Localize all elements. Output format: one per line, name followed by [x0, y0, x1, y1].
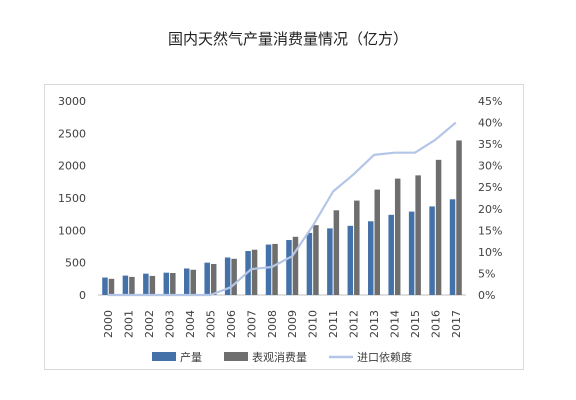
- bar-consumption: [149, 275, 156, 295]
- bar-consumption: [231, 258, 237, 295]
- bar-consumption: [394, 178, 401, 295]
- legend-label[interactable]: 进口依赖度: [357, 350, 412, 364]
- y-left-tick-label: 2000: [58, 160, 86, 173]
- y-right-tick-label: 20%: [478, 203, 502, 216]
- y-right-tick-label: 35%: [478, 138, 502, 151]
- x-tick-label: 2013: [368, 310, 381, 338]
- legend-label[interactable]: 表观消费量: [252, 350, 307, 364]
- x-tick-label: 2007: [245, 310, 258, 338]
- chart-frame: [44, 84, 524, 370]
- bar-production: [347, 225, 354, 295]
- bar-consumption: [354, 200, 360, 295]
- bar-consumption: [210, 263, 217, 295]
- bar-consumption: [190, 269, 196, 295]
- bar-production: [286, 240, 292, 295]
- bar-consumption: [129, 276, 135, 295]
- y-left-tick-label: 500: [65, 257, 86, 270]
- y-right-tick-label: 45%: [478, 95, 502, 108]
- bar-production: [429, 206, 435, 295]
- bar-production: [408, 211, 415, 295]
- y-right-tick-label: 30%: [478, 160, 502, 173]
- y-left-tick-label: 3000: [58, 95, 86, 108]
- line-import-dependency: [108, 121, 457, 297]
- bar-production: [163, 272, 170, 295]
- x-tick-label: 2009: [286, 310, 299, 338]
- legend-swatch-1[interactable]: [224, 352, 248, 361]
- bar-consumption: [435, 159, 442, 295]
- bar-production: [143, 273, 149, 295]
- y-left-tick-label: 0: [79, 289, 86, 302]
- x-tick-label: 2006: [225, 310, 238, 338]
- y-right-tick-label: 0%: [478, 289, 495, 302]
- x-tick-label: 2017: [450, 310, 463, 338]
- x-tick-label: 2005: [204, 310, 217, 338]
- bar-production: [224, 257, 231, 295]
- bar-consumption: [374, 189, 380, 295]
- bar-consumption: [456, 140, 462, 295]
- chart-title: 国内天然气产量消费量情况（亿方）: [167, 30, 408, 48]
- bar-production: [265, 244, 272, 295]
- x-tick-label: 2002: [143, 310, 156, 338]
- bar-production: [306, 232, 313, 295]
- x-tick-label: 2000: [102, 310, 115, 338]
- bar-consumption: [108, 278, 115, 295]
- bar-production: [204, 262, 210, 295]
- bar-production: [122, 275, 129, 295]
- x-tick-label: 2001: [123, 310, 136, 338]
- bar-consumption: [170, 273, 176, 295]
- x-tick-label: 2014: [388, 310, 401, 338]
- bar-production: [449, 199, 456, 295]
- legend-label[interactable]: 产量: [180, 350, 202, 364]
- x-tick-label: 2004: [184, 310, 197, 338]
- y-right-tick-label: 40%: [478, 117, 502, 130]
- bar-production: [327, 228, 333, 295]
- x-tick-label: 2010: [307, 310, 320, 338]
- bar-consumption: [333, 210, 340, 295]
- bar-production: [388, 214, 394, 295]
- x-tick-label: 2015: [409, 310, 422, 338]
- y-left-tick-label: 1000: [58, 224, 86, 237]
- bar-consumption: [251, 249, 258, 295]
- x-tick-label: 2011: [327, 310, 340, 338]
- bar-production: [368, 221, 374, 295]
- y-left-tick-label: 1500: [58, 192, 86, 205]
- x-tick-label: 2012: [348, 310, 361, 338]
- x-tick-label: 2008: [266, 310, 279, 338]
- y-right-tick-label: 5%: [478, 267, 495, 280]
- bar-production: [184, 268, 190, 295]
- y-left-tick-label: 2500: [58, 127, 86, 140]
- bar-consumption: [313, 225, 319, 295]
- bar-consumption: [292, 236, 299, 295]
- x-tick-label: 2003: [164, 310, 177, 338]
- bar-consumption: [415, 175, 421, 295]
- legend-swatch-0[interactable]: [152, 352, 176, 361]
- y-right-tick-label: 10%: [478, 246, 502, 259]
- y-right-tick-label: 15%: [478, 224, 502, 237]
- bar-consumption: [272, 243, 278, 295]
- y-right-tick-label: 25%: [478, 181, 502, 194]
- bar-production: [102, 277, 108, 295]
- x-tick-label: 2016: [429, 310, 442, 338]
